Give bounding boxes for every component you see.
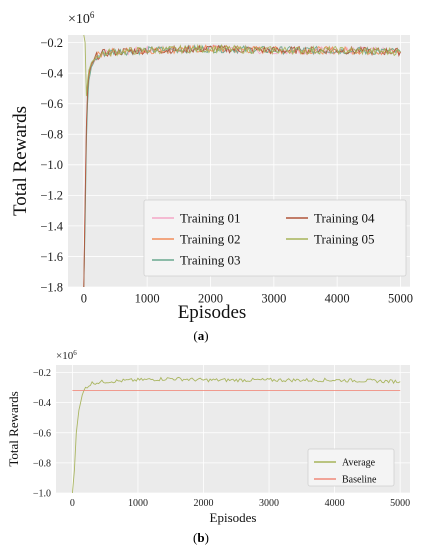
y-tick-label: −0.2 (33, 368, 51, 379)
y-tick-label: −0.6 (33, 428, 51, 439)
chart-a-legend-box (143, 199, 407, 277)
y-tick-label: −0.4 (40, 67, 63, 81)
chart-b-x-axis-label: Episodes (210, 510, 257, 525)
chart-a: −1.8 −1.6 −1.4 −1.2 −1.0 −0.8 −0.6 −0.4 −0.2 0 10… (10, 10, 413, 343)
series-line-training-04 (83, 44, 401, 288)
legend-label: Training 05 (314, 232, 375, 247)
chart-a-series (83, 34, 401, 288)
x-tick-label: 0 (81, 292, 87, 306)
chart-b-caption: (b) (193, 530, 209, 545)
x-tick-label: 4000 (325, 498, 345, 509)
chart-b-y-ticks: −1.0 −0.8 −0.6 −0.4 −0.2 (33, 368, 51, 499)
chart-b: −1.0 −0.8 −0.6 −0.4 −0.2 0 1000 2000 3000 4000 50… (6, 349, 410, 545)
y-tick-label: −1.4 (40, 219, 63, 233)
chart-b-legend-box (307, 448, 395, 487)
chart-b-y-axis-label: Total Rewards (6, 391, 21, 466)
chart-a-legend-items: Training 01 Training 02 Training 03 Trainin… (152, 211, 375, 268)
chart-b-offset-label: ×106 (56, 349, 77, 362)
chart-b-series (71, 376, 401, 494)
y-tick-label: −1.0 (33, 489, 51, 500)
chart-b-x-ticks: 0 1000 2000 3000 4000 5000 (70, 498, 410, 509)
legend-label: Training 02 (180, 232, 241, 247)
x-tick-label: 5000 (390, 498, 410, 509)
x-tick-label: 2000 (198, 292, 223, 306)
legend-label: Training 01 (180, 211, 241, 226)
chart-a-x-axis-label: Episodes (178, 302, 247, 323)
x-tick-label: 1000 (135, 292, 160, 306)
y-tick-label: −0.8 (40, 128, 63, 142)
chart-a-y-ticks: −1.8 −1.6 −1.4 −1.2 −1.0 −0.8 −0.6 −0.4 −0.2 (40, 36, 63, 294)
x-tick-label: 4000 (325, 292, 350, 306)
chart-a-legend: Training 01 Training 02 Training 03 Trainin… (143, 199, 407, 277)
x-tick-label: 3000 (261, 292, 286, 306)
y-tick-label: −0.4 (33, 398, 51, 409)
y-tick-label: −0.2 (40, 36, 63, 50)
series-line-training-05 (83, 34, 401, 97)
y-tick-label: −1.6 (40, 250, 63, 264)
x-tick-label: 0 (70, 498, 75, 509)
chart-b-legend-items: Average Baseline (314, 458, 377, 486)
legend-label: Average (342, 458, 376, 469)
chart-a-caption: (a) (193, 328, 208, 343)
y-tick-label: −0.8 (33, 458, 51, 469)
x-tick-label: 5000 (388, 292, 413, 306)
chart-a-x-ticks: 0 1000 2000 3000 4000 5000 (81, 292, 413, 306)
series-line-average (71, 376, 401, 494)
y-tick-label: −1.8 (40, 280, 63, 294)
legend-label: Baseline (342, 475, 377, 486)
chart-b-legend: Average Baseline (307, 448, 395, 487)
legend-label: Training 03 (180, 253, 241, 268)
y-tick-label: −0.6 (40, 97, 63, 111)
legend-label: Training 04 (314, 211, 375, 226)
x-tick-label: 3000 (259, 498, 279, 509)
y-tick-label: −1.2 (40, 189, 63, 203)
chart-a-y-axis-label: Total Rewards (10, 106, 31, 216)
x-tick-label: 1000 (128, 498, 148, 509)
y-tick-label: −1.0 (40, 158, 63, 172)
x-tick-label: 2000 (194, 498, 214, 509)
chart-a-offset-label: ×106 (68, 10, 95, 27)
